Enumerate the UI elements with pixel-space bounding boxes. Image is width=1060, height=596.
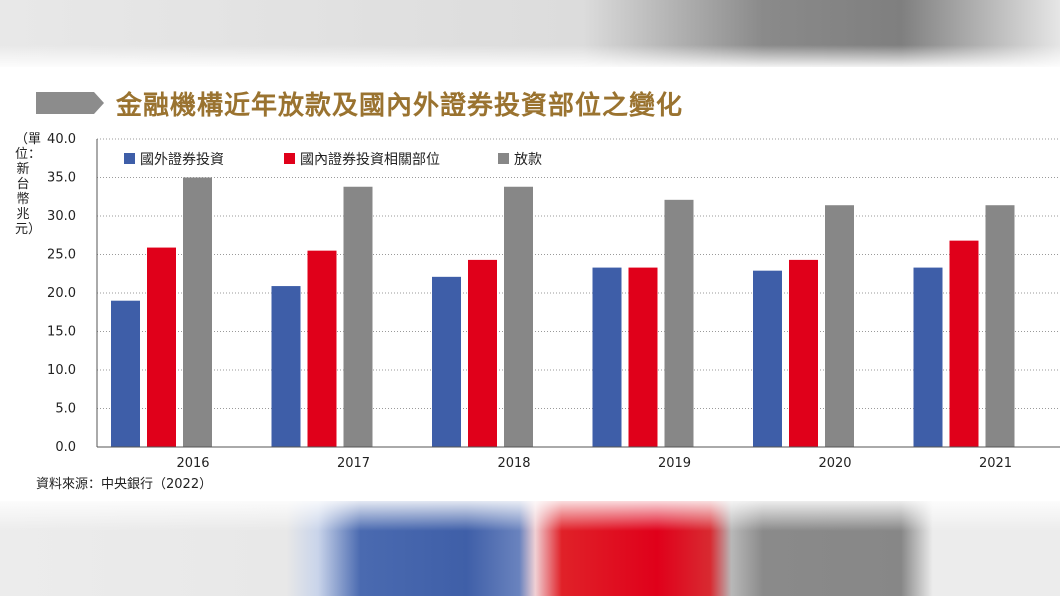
bar-1	[592, 267, 622, 447]
bar-2	[468, 259, 497, 447]
y-tick-label: 10.0	[47, 363, 76, 378]
bars	[111, 177, 1015, 447]
y-tick-label: 40.0	[47, 132, 76, 147]
legend-label: 國內證券投資相關部位	[300, 151, 440, 168]
y-tick-label: 5.0	[55, 402, 76, 417]
y-tick-label: 20.0	[47, 286, 76, 301]
y-tick-label: 30.0	[47, 209, 76, 224]
x-tick-label: 2019	[658, 456, 691, 471]
bar-1	[111, 300, 140, 447]
figure-badge-shape	[36, 92, 104, 114]
y-tick-label: 35.0	[47, 171, 76, 186]
x-tick-label: 2021	[979, 456, 1012, 471]
legend-label: 放款	[514, 152, 542, 168]
bar-3	[504, 186, 533, 447]
bar-2	[307, 250, 337, 447]
bar-2	[628, 267, 658, 447]
bar-1	[753, 270, 782, 447]
x-tick-label: 2020	[818, 456, 851, 471]
legend-swatch	[124, 153, 135, 164]
chart-panel: 圖6 金融機構近年放款及國內外證券投資部位之變化 （單位：新台幣兆元） 0.0 5…	[0, 67, 1060, 501]
legend-swatch	[284, 153, 295, 164]
bar-chart: 0.0 5.0 10.0 15.0 20.0 25.0 30.0 35.0 40.0 2016 20…	[47, 132, 1060, 471]
y-tick-label: 25.0	[47, 248, 76, 263]
x-tick-label: 2017	[337, 456, 370, 471]
figure-badge	[36, 92, 104, 114]
bar-2	[147, 247, 176, 447]
axes: 0.0 5.0 10.0 15.0 20.0 25.0 30.0 35.0 40.0 2016 20…	[47, 132, 1060, 471]
bar-1	[913, 267, 943, 447]
x-tick-label: 2018	[497, 456, 530, 471]
bar-3	[343, 186, 373, 447]
bar-1	[432, 276, 461, 447]
bottom-background-strip	[0, 501, 1060, 596]
bar-2	[789, 259, 818, 447]
source-note: 資料來源：中央銀行（2022）	[36, 477, 213, 492]
x-tick-label: 2016	[176, 456, 209, 471]
legend-label: 國外證券投資	[140, 151, 224, 168]
bar-3	[985, 205, 1015, 447]
legend: 國外證券投資 國內證券投資相關部位 放款	[124, 151, 542, 168]
bar-1	[271, 286, 301, 447]
bar-3	[664, 199, 694, 447]
figure-badge-label: 圖6	[20, 72, 40, 86]
chart-title: 金融機構近年放款及國內外證券投資部位之變化	[116, 91, 684, 121]
bar-3	[183, 177, 212, 447]
unit-label: （單位：新台幣兆元）	[15, 132, 42, 237]
top-background-strip	[0, 0, 1060, 67]
y-tick-label: 0.0	[55, 440, 76, 455]
bar-3	[825, 205, 854, 447]
bar-2	[949, 240, 979, 447]
legend-swatch	[498, 153, 509, 164]
y-tick-label: 15.0	[47, 325, 76, 340]
